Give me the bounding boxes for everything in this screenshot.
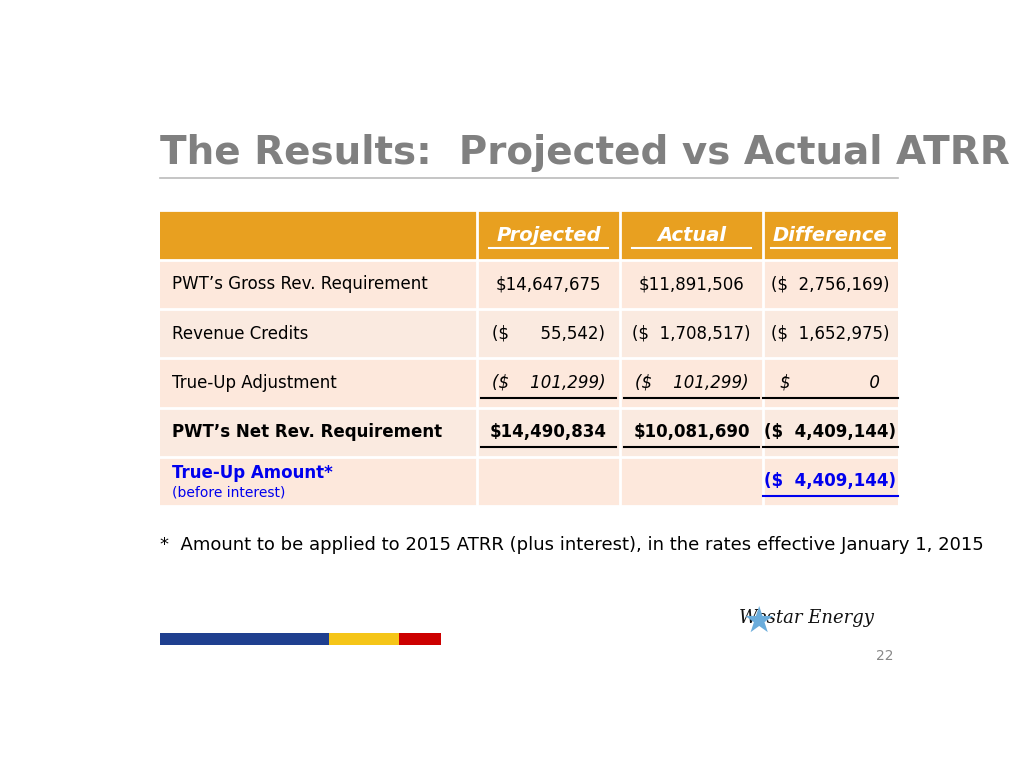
Text: ($  1,708,517): ($ 1,708,517) [632,325,751,343]
Text: (before interest): (before interest) [172,485,285,499]
FancyBboxPatch shape [160,457,898,506]
Text: Revenue Credits: Revenue Credits [172,325,308,343]
Text: ($  2,756,169): ($ 2,756,169) [771,276,890,293]
Text: Projected: Projected [497,226,601,244]
Text: $10,081,690: $10,081,690 [633,423,750,441]
Text: ($    101,299): ($ 101,299) [492,374,605,392]
Text: ($  1,652,975): ($ 1,652,975) [771,325,890,343]
Text: 22: 22 [877,649,894,663]
Text: $14,647,675: $14,647,675 [496,276,601,293]
FancyBboxPatch shape [329,634,399,645]
Text: ($    101,299): ($ 101,299) [635,374,749,392]
FancyBboxPatch shape [160,634,329,645]
FancyBboxPatch shape [160,358,898,408]
Text: Difference: Difference [773,226,888,244]
FancyBboxPatch shape [399,634,441,645]
Text: True-Up Amount*: True-Up Amount* [172,464,333,482]
Text: ★: ★ [742,604,775,638]
FancyBboxPatch shape [160,309,898,358]
Text: ($  4,409,144): ($ 4,409,144) [764,423,896,441]
Text: Actual: Actual [657,226,726,244]
FancyBboxPatch shape [160,408,898,457]
Text: $               0: $ 0 [780,374,881,392]
Text: $14,490,834: $14,490,834 [490,423,607,441]
Text: Westar Energy: Westar Energy [739,609,873,627]
FancyBboxPatch shape [160,210,898,260]
Text: PWT’s Gross Rev. Requirement: PWT’s Gross Rev. Requirement [172,276,427,293]
FancyBboxPatch shape [160,260,898,309]
Text: PWT’s Net Rev. Requirement: PWT’s Net Rev. Requirement [172,423,441,441]
Text: $11,891,506: $11,891,506 [639,276,744,293]
Text: ($  4,409,144): ($ 4,409,144) [764,472,896,491]
Text: ($      55,542): ($ 55,542) [493,325,605,343]
Text: True-Up Adjustment: True-Up Adjustment [172,374,337,392]
Text: The Results:  Projected vs Actual ATRR for 2013: The Results: Projected vs Actual ATRR fo… [160,134,1024,171]
Text: *  Amount to be applied to 2015 ATRR (plus interest), in the rates effective Jan: * Amount to be applied to 2015 ATRR (plu… [160,536,983,554]
